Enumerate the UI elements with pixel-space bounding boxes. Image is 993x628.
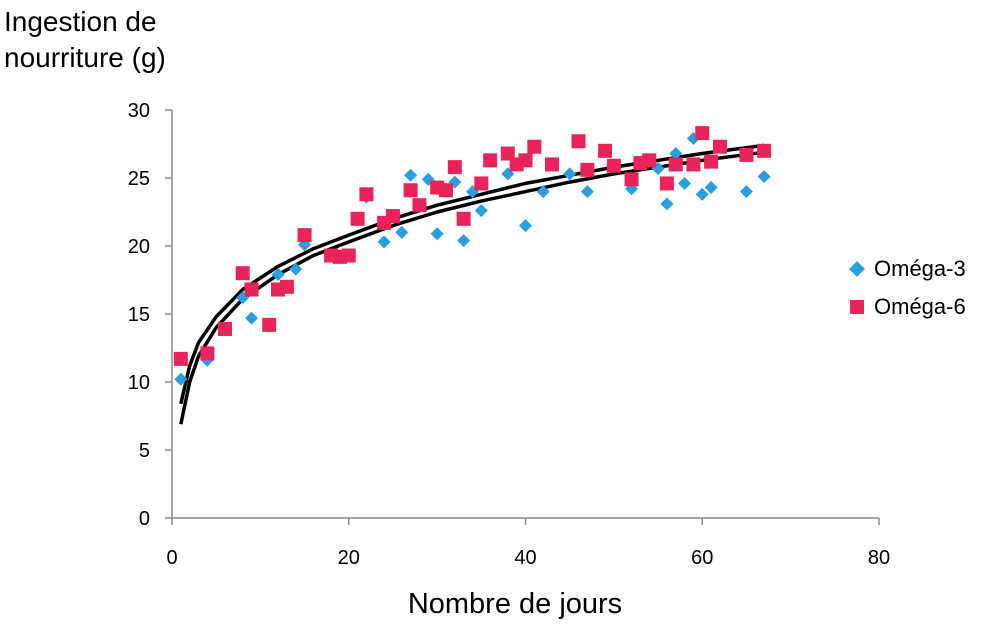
data-point-omega-6 [244,282,259,297]
data-point-omega-6 [686,157,701,172]
trend-line-series-2 [179,143,765,405]
legend-entry-omega-3: Oméga-3 [849,250,966,288]
legend: Oméga-3 Oméga-6 [849,250,966,326]
axes: 0 5 10 15 20 25 30 0 20 40 60 80 [128,100,890,569]
data-point-omega-3 [474,204,488,218]
data-point-omega-6 [262,317,277,332]
data-point-omega-6 [385,209,400,224]
legend-label-omega-6: Oméga-6 [874,294,966,319]
data-points [173,126,772,386]
data-point-omega-6 [200,346,215,361]
data-point-omega-6 [359,187,374,202]
data-point-omega-3 [457,234,471,248]
data-point-omega-6 [571,134,586,149]
data-point-omega-6 [500,146,515,161]
data-point-omega-3 [660,197,674,211]
x-tick-label: 80 [868,547,890,569]
legend-square-marker [850,300,864,314]
data-point-omega-3 [563,167,577,181]
data-point-omega-6 [403,183,418,198]
y-axis-label-line-1: Ingestion de [4,6,157,37]
legend-label-omega-3: Oméga-3 [874,256,966,281]
data-point-omega-3 [519,219,532,233]
data-point-omega-3 [536,185,550,199]
data-point-omega-6 [447,160,462,175]
data-point-omega-3 [757,170,771,184]
y-tick-label: 15 [128,304,150,326]
trend-line-series-1 [179,150,765,425]
data-point-omega-6 [642,153,657,168]
data-point-omega-6 [757,143,772,158]
x-tick-label: 0 [166,547,177,569]
data-point-omega-3 [678,176,692,190]
data-point-omega-3 [245,311,259,325]
data-point-omega-6 [297,228,312,243]
data-point-omega-6 [606,158,621,173]
data-point-omega-6 [704,154,719,169]
x-tick-label: 60 [691,547,713,569]
y-tick-label: 30 [128,100,150,122]
y-tick-label: 20 [128,236,150,258]
y-axis-label: Ingestion de nourriture (g) [4,4,166,76]
data-point-omega-6 [598,143,613,158]
data-point-omega-3 [430,227,444,241]
legend-entry-omega-6: Oméga-6 [850,288,966,326]
y-tick-label: 0 [139,508,150,530]
x-axis-label: Nombre de jours [407,588,623,620]
x-tick-label: 40 [514,547,536,569]
data-point-omega-6 [668,157,683,172]
data-point-omega-6 [580,162,595,177]
x-tick-label: 20 [338,547,360,569]
data-point-omega-6 [527,139,542,154]
data-point-omega-6 [412,198,427,213]
data-point-omega-3 [271,268,285,282]
data-point-omega-6 [350,211,365,226]
y-tick-label: 5 [139,440,150,462]
data-point-omega-6 [235,266,250,281]
data-point-omega-3 [174,372,188,386]
data-point-omega-6 [695,126,710,141]
data-point-omega-6 [739,147,754,162]
data-point-omega-6 [456,211,471,226]
data-point-omega-3 [669,147,683,161]
data-point-omega-6 [173,351,188,366]
data-point-omega-6 [474,176,489,191]
data-point-omega-6 [659,176,674,191]
data-point-omega-6 [483,153,498,168]
data-point-omega-3 [580,185,594,199]
data-point-omega-6 [518,153,533,168]
y-tick-label: 10 [128,372,150,394]
data-point-omega-3 [739,185,753,199]
legend-diamond-marker [849,261,865,277]
data-point-omega-6 [438,183,453,198]
data-point-omega-6 [712,139,727,154]
data-point-omega-6 [279,279,294,294]
data-point-omega-3 [395,225,409,239]
data-point-omega-6 [341,248,356,263]
data-point-omega-6 [545,157,560,172]
data-point-omega-3 [377,235,391,249]
data-point-omega-3 [404,168,418,182]
data-point-omega-3 [695,187,709,201]
data-point-omega-6 [218,321,233,336]
data-point-omega-3 [289,262,303,276]
y-tick-label: 25 [128,168,150,190]
y-axis-label-line-2: nourriture (g) [4,42,166,73]
data-point-omega-3 [704,181,718,195]
data-point-omega-6 [624,172,639,187]
